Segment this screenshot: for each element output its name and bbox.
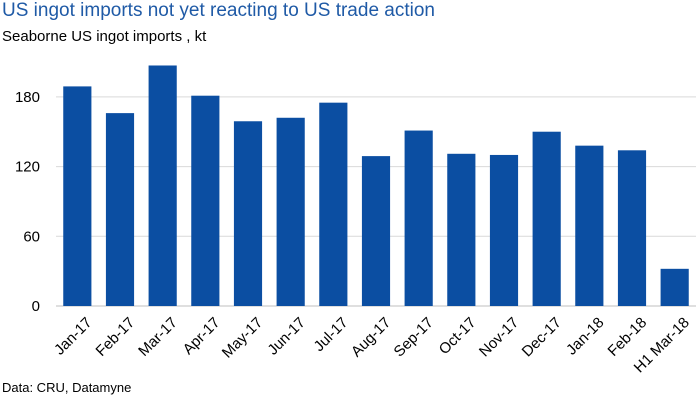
bar [148, 65, 177, 307]
x-tick-label: Oct-17 [436, 314, 480, 358]
bar [575, 145, 604, 306]
x-tick-label: Nov-17 [476, 314, 522, 360]
y-tick-label: 60 [23, 228, 40, 245]
x-tick-label: Jun-17 [264, 314, 308, 358]
chart-title: US ingot imports not yet reacting to US … [2, 0, 435, 21]
bar [489, 154, 519, 306]
source-note: Data: CRU, Datamyne [2, 380, 132, 395]
x-tick-label: Dec-17 [519, 314, 565, 360]
bar [105, 113, 135, 307]
x-tick-label: Jan-18 [563, 314, 607, 358]
x-tick-label: May-17 [219, 314, 266, 361]
x-tick-label: Sep-17 [391, 314, 437, 360]
bar [660, 268, 689, 306]
x-tick-label: Jul-17 [311, 314, 352, 355]
y-tick-label: 180 [15, 89, 40, 106]
chart-subtitle: Seaborne US ingot imports , kt [2, 28, 207, 45]
bar [617, 150, 647, 306]
bars [63, 65, 689, 307]
y-tick-label: 120 [15, 159, 40, 176]
x-tick-label: Aug-17 [348, 314, 394, 360]
y-tick-label: 0 [32, 298, 40, 315]
x-tick-label: Apr-17 [180, 314, 224, 358]
bar [319, 102, 348, 306]
x-tick-label: Feb-17 [93, 314, 139, 360]
bar [233, 121, 263, 306]
bar [276, 117, 305, 307]
bar [447, 153, 476, 306]
bar [404, 130, 433, 306]
bar [63, 86, 92, 307]
x-tick-label: Mar-17 [135, 314, 181, 360]
x-tick-label: Jan-17 [51, 314, 95, 358]
bar [532, 131, 561, 306]
bar [361, 156, 391, 306]
y-axis-ticks: 0 60 120 180 [15, 89, 40, 315]
bar [191, 95, 220, 306]
